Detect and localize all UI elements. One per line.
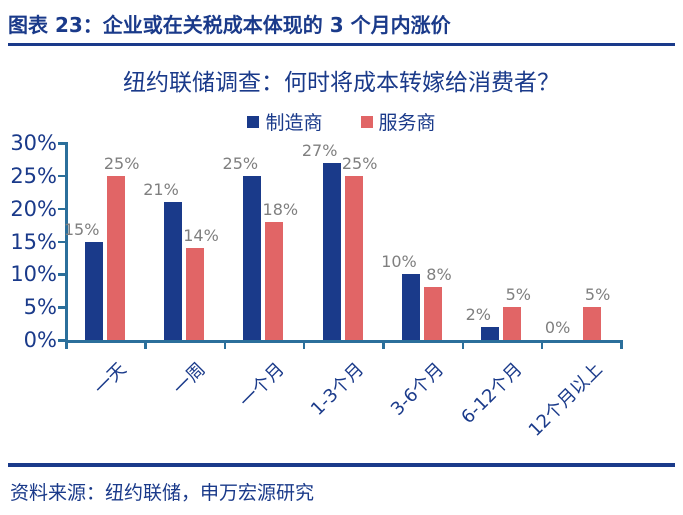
- plot-area: 0% 5% 10% 15% 20% 25% 30% 15% 25% 一天 21% 14% 一周 25% 18…: [10, 131, 675, 455]
- value-label: 0%: [544, 318, 571, 337]
- value-label: 5%: [505, 285, 531, 305]
- manufacturer-bar: [322, 162, 341, 340]
- service-swatch-icon: [360, 115, 373, 128]
- y-tick: [58, 240, 65, 243]
- y-tick: [58, 174, 65, 178]
- figure-header-title: 图表 23：企业或在关税成本体现的 3 个月内涨价: [8, 13, 451, 37]
- footer-rule: [8, 463, 675, 467]
- x-tick: [65, 340, 68, 349]
- category-label: 12个月以上: [524, 358, 607, 441]
- header-rule: [8, 43, 675, 46]
- category-label-wrap: 12个月以上: [10, 356, 606, 441]
- chart-title: 纽约联储调查：何时将成本转嫁给消费者？: [123, 70, 560, 96]
- x-axis-line: [65, 340, 623, 343]
- value-label: 18%: [262, 199, 299, 219]
- x-tick: [302, 340, 306, 349]
- manufacturer-bar: [481, 326, 500, 340]
- chart-legend: 制造商 服务商: [0, 108, 683, 135]
- footer: 资料来源：纽约联储，申万宏源研究: [0, 463, 683, 505]
- y-tick: [58, 142, 65, 145]
- y-axis-line: [65, 142, 68, 343]
- value-label: 25%: [103, 153, 140, 173]
- y-tick: [58, 273, 65, 276]
- service-bar: [344, 175, 363, 340]
- value-label: 15%: [63, 219, 100, 239]
- manufacturer-bar: [84, 241, 103, 340]
- value-label: 14%: [183, 226, 219, 246]
- x-tick: [144, 340, 147, 349]
- source-text: 资料来源：纽约联储，申万宏源研究: [10, 482, 315, 504]
- manufacturer-bar: [243, 175, 262, 340]
- x-tick: [620, 340, 623, 349]
- y-tick-label: 10%: [10, 262, 57, 287]
- legend-label-manufacturer: 制造商: [265, 112, 323, 134]
- y-tick-label: 0%: [23, 328, 57, 352]
- legend-item-manufacturer: 制造商: [247, 108, 323, 135]
- service-bar: [185, 248, 204, 340]
- value-label: 21%: [143, 180, 179, 200]
- x-tick: [382, 340, 385, 349]
- y-tick-label: 30%: [10, 131, 57, 155]
- manufacturer-swatch-icon: [247, 115, 260, 128]
- value-label: 10%: [381, 252, 417, 272]
- y-tick: [58, 306, 65, 309]
- value-label: 8%: [426, 265, 452, 285]
- x-tick: [461, 340, 465, 349]
- value-label: 25%: [222, 153, 259, 173]
- value-label: 27%: [301, 140, 338, 160]
- y-tick-label: 5%: [23, 295, 57, 320]
- service-bar: [503, 307, 522, 340]
- x-tick: [223, 340, 227, 349]
- y-tick-label: 20%: [10, 196, 57, 221]
- y-tick-label: 15%: [10, 229, 57, 254]
- service-bar: [582, 307, 601, 340]
- y-tick-label: 25%: [10, 163, 57, 188]
- service-bar: [423, 287, 442, 340]
- service-bar: [106, 175, 125, 340]
- manufacturer-bar: [163, 202, 182, 340]
- legend-label-service: 服务商: [378, 112, 436, 134]
- service-bar: [265, 221, 284, 340]
- x-tick: [540, 340, 544, 349]
- legend-item-service: 服务商: [360, 108, 436, 135]
- y-tick: [58, 339, 65, 342]
- value-label: 25%: [341, 153, 378, 173]
- y-tick: [58, 207, 65, 211]
- manufacturer-bar: [401, 274, 420, 340]
- value-label: 2%: [465, 304, 491, 324]
- value-label: 5%: [584, 285, 611, 305]
